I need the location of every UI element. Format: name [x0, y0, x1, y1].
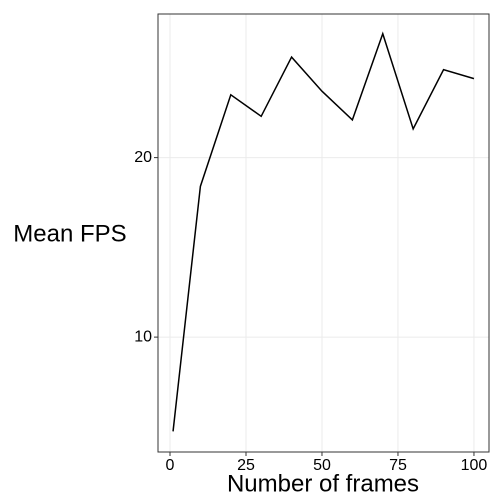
y-axis-title: Mean FPS	[13, 220, 126, 247]
x-axis-title: Number of frames	[227, 470, 419, 497]
plot-border	[157, 13, 490, 453]
x-tick-label: 75	[389, 457, 407, 474]
x-tick-label: 100	[461, 457, 488, 474]
y-tick-label: 20	[134, 149, 152, 166]
x-tick-label: 0	[166, 457, 175, 474]
line	[172, 31, 475, 432]
x-tick-label: 50	[313, 457, 331, 474]
x-tick-label: 25	[237, 457, 255, 474]
y-tick-label: 10	[134, 328, 152, 345]
